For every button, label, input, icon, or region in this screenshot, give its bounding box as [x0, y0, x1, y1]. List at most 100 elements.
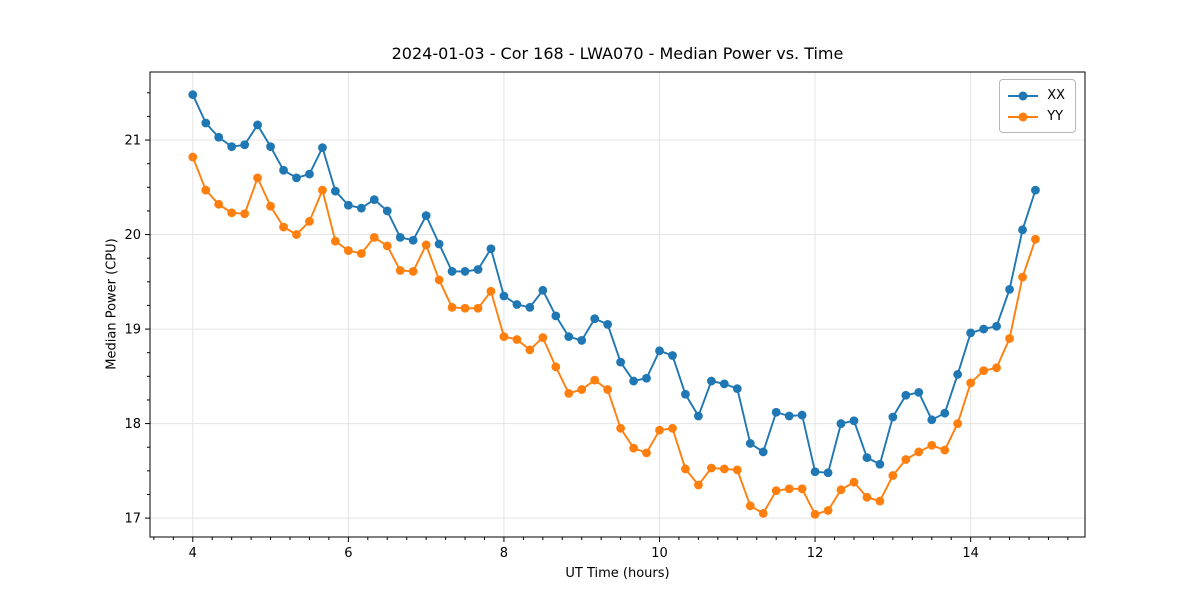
series-XX-point — [395, 232, 405, 242]
series-YY-point — [253, 173, 262, 183]
series-YY-point — [512, 335, 522, 344]
series-YY-point — [1031, 234, 1040, 244]
series-XX-point — [603, 319, 613, 329]
svg-text:4: 4 — [189, 546, 197, 561]
series-YY-point — [992, 363, 1001, 373]
series-YY-point — [836, 485, 846, 495]
series-YY-point — [421, 240, 431, 250]
series-XX-point — [1031, 185, 1040, 195]
series-YY-point — [771, 486, 781, 496]
gridlines — [150, 72, 1085, 537]
svg-text:10: 10 — [651, 546, 668, 561]
series-YY-point — [784, 484, 794, 494]
series-XX-point — [875, 459, 885, 469]
series-YY-point — [642, 448, 651, 458]
series-XX-point — [253, 120, 262, 130]
plot-frame — [149, 71, 1086, 538]
series-YY-point — [447, 302, 457, 312]
series-YY-point — [279, 222, 288, 232]
series-YY-point — [343, 246, 353, 256]
series-XX-point — [460, 267, 470, 276]
series-YY-point — [862, 492, 872, 502]
svg-text:8: 8 — [500, 546, 508, 561]
series-XX-point — [564, 332, 574, 342]
legend-line-sample-yy — [1008, 112, 1039, 121]
series-YY-point — [434, 275, 444, 285]
series-XX-point — [240, 140, 250, 150]
series-YY-point — [979, 366, 989, 376]
series-YY-point — [849, 477, 859, 487]
series-XX-point — [227, 142, 237, 152]
series-YY-point — [823, 506, 833, 515]
series-XX-point — [279, 165, 288, 175]
svg-text:21: 21 — [124, 134, 141, 149]
series-XX-point — [927, 415, 937, 425]
series-YY-point — [551, 362, 561, 372]
series-YY-point — [525, 345, 535, 355]
series-XX — [188, 90, 1040, 478]
series-YY-point — [810, 509, 820, 519]
series-YY-point — [538, 333, 548, 342]
series-XX-point — [745, 439, 755, 448]
series-YY-point — [953, 419, 963, 428]
series-XX-point — [823, 468, 833, 478]
series-YY-point — [227, 208, 237, 218]
series-XX-point — [979, 324, 989, 334]
series-YY-point — [616, 423, 626, 433]
series-XX-point — [953, 370, 963, 379]
series-YY-point — [369, 232, 379, 242]
legend-item-yy: YY — [1008, 106, 1065, 127]
series-XX-point — [992, 321, 1001, 331]
series-YY-point — [382, 241, 392, 251]
series-YY-point — [395, 266, 405, 275]
legend-marker-xx — [1018, 91, 1028, 100]
series-XX-point — [1005, 284, 1014, 294]
series-YY-point — [486, 286, 496, 296]
series-YY-point — [706, 463, 716, 473]
series-XX-point — [330, 186, 340, 196]
series-YY-point — [629, 443, 639, 453]
series-XX-point — [292, 173, 301, 183]
svg-text:17: 17 — [124, 512, 141, 527]
series-XX-point — [551, 311, 561, 321]
series-YY-point — [719, 464, 729, 474]
series-XX-point — [343, 200, 353, 210]
series-YY-point — [408, 267, 418, 276]
series-XX-point — [940, 408, 950, 418]
series-YY-point — [758, 508, 768, 518]
series-XX-point — [447, 267, 457, 276]
series-XX-point — [434, 239, 444, 249]
series-XX-point — [836, 419, 846, 428]
chart-title: 2024-01-03 - Cor 168 - LWA070 - Median P… — [391, 44, 844, 63]
series-XX-point — [668, 351, 677, 360]
series-YY-point — [797, 484, 807, 494]
series-XX-point — [512, 300, 522, 309]
series-XX-point — [421, 211, 431, 221]
series-XX-point — [382, 206, 392, 216]
svg-text:6: 6 — [344, 546, 352, 561]
series-XX-point — [693, 411, 703, 421]
series-YY-point — [577, 385, 587, 394]
svg-text:14: 14 — [962, 546, 979, 561]
series-XX-point — [966, 328, 976, 338]
series-YY-point — [603, 385, 613, 394]
series-XX-point — [862, 453, 872, 463]
series-YY-point — [292, 230, 301, 239]
svg-text:18: 18 — [124, 417, 141, 432]
series-YY-point — [356, 249, 366, 258]
axis-ticks — [145, 92, 1069, 542]
series-YY-point — [693, 480, 703, 490]
legend-marker-yy — [1018, 112, 1028, 121]
series-XX-point — [369, 195, 379, 204]
series-XX-point — [629, 376, 639, 386]
series-YY-point — [914, 447, 924, 457]
series-YY-point — [745, 501, 755, 511]
series-XX-point — [188, 90, 198, 100]
series-XX-point — [525, 302, 535, 312]
series-XX-point — [914, 387, 924, 397]
series-XX-point — [771, 407, 781, 417]
series-XX-point — [888, 412, 898, 422]
x-axis-label: UT Time (hours) — [565, 566, 670, 581]
series-YY-point — [732, 465, 742, 475]
